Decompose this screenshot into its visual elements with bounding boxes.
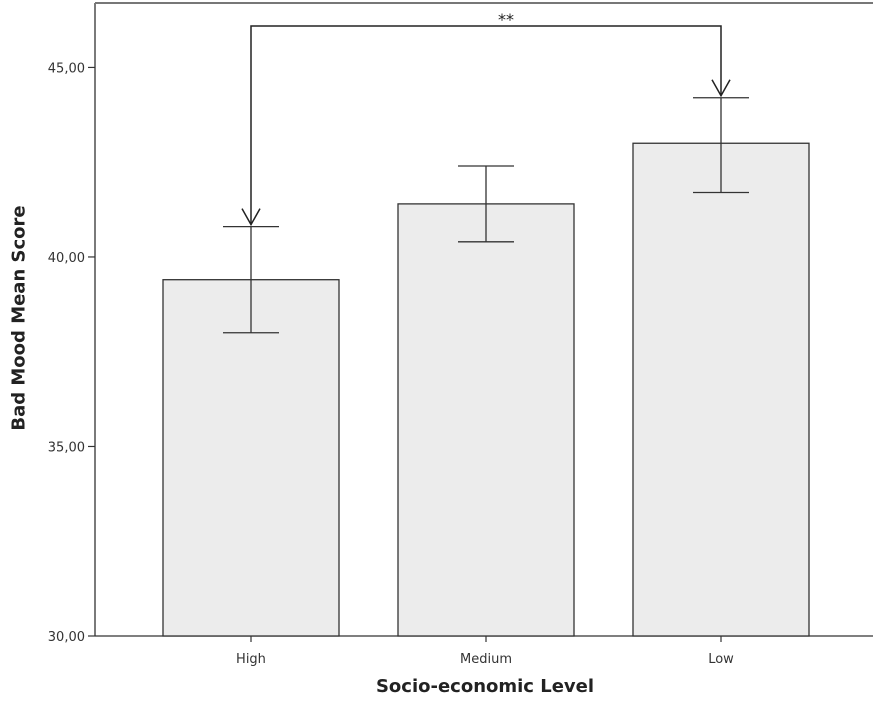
y-tick-label: 40,00: [48, 251, 85, 266]
x-axis-title: Socio-economic Level: [375, 676, 595, 697]
y-tick-label: 35,00: [48, 440, 85, 455]
y-tick-label: 45,00: [48, 61, 85, 76]
x-tick-label: Low: [708, 652, 734, 667]
bar-medium: [397, 203, 575, 637]
arrowhead-high: [241, 208, 261, 227]
x-tick-label: High: [236, 652, 266, 667]
arrowhead-low: [711, 79, 731, 98]
x-tick-label: Medium: [460, 652, 512, 667]
y-axis-title: Bad Mood Mean Score: [8, 205, 30, 431]
bar-low: [632, 142, 810, 637]
significance-label: **: [498, 10, 514, 29]
significance-line: [250, 25, 722, 225]
bars: [162, 142, 810, 637]
y-axis: 30,00 35,00 40,00 45,00: [48, 61, 95, 645]
y-tick-label: 30,00: [48, 630, 85, 645]
significance-bracket: **: [241, 10, 731, 227]
x-axis: High Medium Low: [236, 636, 734, 667]
error-bars: [223, 97, 749, 334]
